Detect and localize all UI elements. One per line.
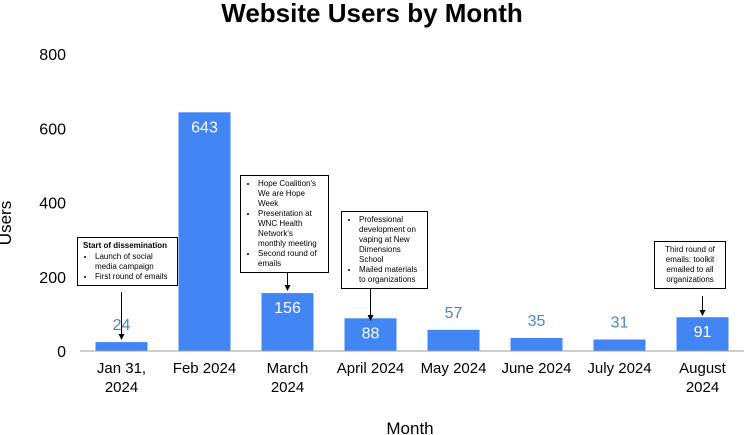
annotation-item: Hope Coalition's We are Hope Week [258, 179, 323, 209]
bar [510, 338, 563, 351]
annotation-item: Mailed materials to organizations [359, 265, 422, 285]
y-tick-label: 800 [39, 47, 66, 64]
data-label: 643 [191, 119, 218, 136]
annotation-box: Hope Coalition's We are Hope WeekPresent… [240, 175, 329, 273]
arrow-head-icon [699, 310, 706, 316]
arrow-head-icon [284, 285, 291, 291]
x-axis: Jan 31, 2024 Feb 2024 March 2024 April 2024 Ma… [97, 360, 727, 396]
data-label: 156 [274, 300, 301, 317]
x-tick-label: August 2024 [679, 360, 727, 396]
x-tick-label: April 2024 [337, 360, 405, 377]
annotation-item: Professional development on vaping at Ne… [359, 215, 422, 265]
annotation-box: Professional development on vaping at Ne… [341, 211, 428, 289]
y-tick-label: 0 [57, 344, 66, 361]
x-axis-label: Month [386, 419, 433, 435]
bar [261, 293, 314, 351]
annotation-box: Third round of emails: toolkit emailed t… [654, 241, 726, 289]
y-axis: 0 200 400 600 800 [39, 47, 66, 361]
data-label: 88 [362, 325, 380, 342]
bar [178, 112, 231, 351]
y-tick-label: 400 [39, 196, 66, 213]
data-label: 91 [694, 324, 712, 341]
y-tick-label: 600 [39, 121, 66, 138]
arrow-head-icon [118, 334, 125, 340]
data-label: 35 [528, 313, 546, 330]
x-tick-label: July 2024 [587, 360, 651, 377]
bar [676, 317, 729, 351]
x-tick-label: June 2024 [501, 360, 571, 377]
data-label: 57 [445, 305, 463, 322]
x-tick-label: Feb 2024 [173, 360, 236, 377]
annotation-box: Start of dissemination Launch of social m… [77, 237, 178, 286]
annotation-item: Launch of social media campaign [95, 252, 172, 272]
x-tick-label: May 2024 [421, 360, 487, 377]
bar [593, 339, 646, 351]
annotation-item: Presentation at WNC Health Network's mon… [258, 209, 323, 249]
annotation-item: Second round of emails [258, 249, 323, 269]
x-tick-label: March 2024 [267, 360, 309, 396]
y-tick-label: 200 [39, 270, 66, 287]
bars [95, 112, 729, 351]
annotation-item: First round of emails [95, 272, 172, 282]
chart-title: Website Users by Month [221, 0, 522, 28]
y-axis-label: Users [0, 201, 15, 245]
bar [427, 329, 480, 351]
annotation-title: Start of dissemination [83, 241, 168, 250]
arrow-head-icon [367, 315, 374, 321]
annotation-item: Third round of emails: toolkit emailed t… [665, 245, 715, 284]
x-tick-label: Jan 31, 2024 [97, 360, 146, 396]
bar [344, 318, 397, 351]
data-label: 31 [611, 314, 629, 331]
bar [95, 342, 148, 351]
